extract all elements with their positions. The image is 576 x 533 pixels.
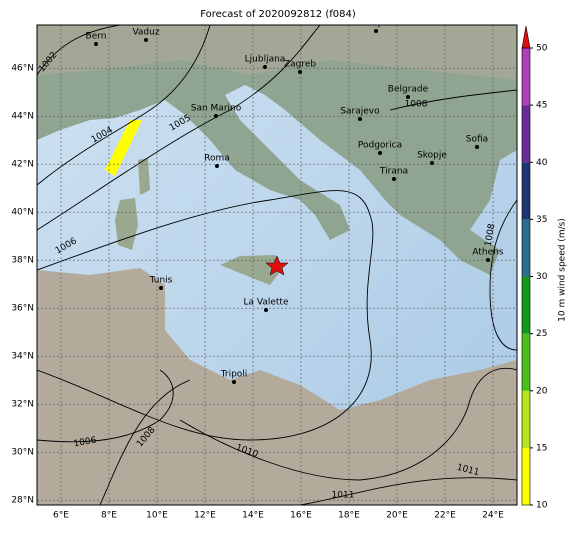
city-dot: [358, 117, 362, 121]
lon-tick-label: 14°E: [242, 511, 264, 521]
city-dot: [298, 70, 302, 74]
title: Forecast of 2020092812 (f084): [200, 9, 356, 20]
lat-tick-label: 42°N: [11, 160, 34, 170]
colorbar-extend: [521, 25, 531, 49]
colorbar-segment: [522, 48, 530, 106]
event-star: [265, 255, 289, 276]
colorbar-tick-label: 45: [536, 101, 547, 111]
lon-tick-label: 18°E: [338, 511, 360, 521]
city-label: Athens: [472, 248, 503, 258]
city-dot: [94, 42, 98, 46]
colorbar-tick-label: 35: [536, 215, 547, 225]
colorbar-tick-label: 40: [536, 158, 548, 168]
colorbar-segment: [522, 276, 530, 334]
city-label: Bern: [86, 32, 107, 42]
isobar-label: 1008: [405, 100, 428, 110]
colorbar-tick-label: 30: [536, 272, 548, 282]
gridlines: [37, 25, 517, 505]
city-label: San Marino: [191, 104, 242, 114]
city-label: Podgorica: [358, 141, 402, 151]
axes: 6°E 8°E 10°E 12°E 14°E 16°E 18°E 20°E 22°E 24°E 28…: [11, 64, 504, 521]
lat-tick-label: 34°N: [11, 352, 34, 362]
colorbar-segment: [522, 162, 530, 220]
colorbar-tick-label: 20: [536, 386, 548, 396]
city-label: Budapest: [355, 19, 398, 29]
city-dot: [215, 164, 219, 168]
city-dot: [374, 29, 378, 33]
colorbar: 10 15 20 25 30 35 40 45 50 10 m wind speed (m/s): [521, 25, 568, 511]
city-dot: [486, 258, 490, 262]
city-dot: [378, 151, 382, 155]
city-label: Ljubljana: [245, 55, 286, 65]
lon-tick-label: 10°E: [146, 511, 168, 521]
city-dot: [263, 65, 267, 69]
lat-tick-label: 30°N: [11, 448, 34, 458]
city-dot: [392, 177, 396, 181]
lon-tick-label: 16°E: [290, 511, 312, 521]
lat-tick-label: 28°N: [11, 496, 34, 506]
isobar-label: 1008: [484, 223, 498, 248]
corsica: [138, 158, 150, 195]
map-frame: [36, 24, 518, 506]
city-label: Sarajevo: [340, 107, 380, 117]
colorbar-segment: [522, 447, 530, 505]
city-dot: [159, 286, 163, 290]
city-dot: [406, 95, 410, 99]
lat-tick-label: 40°N: [11, 208, 34, 218]
colorbar-label: 10 m wind speed (m/s): [558, 218, 568, 322]
city-label: Tripoli: [220, 370, 248, 380]
lon-tick-label: 12°E: [194, 511, 216, 521]
lon-tick-label: 22°E: [434, 511, 456, 521]
lon-tick-label: 8°E: [101, 511, 117, 521]
city-label: Tunis: [149, 276, 173, 286]
lat-tick-label: 32°N: [11, 400, 34, 410]
city-label: Skopje: [417, 151, 447, 161]
city-dot: [144, 38, 148, 42]
lon-tick-label: 24°E: [482, 511, 504, 521]
colorbar-tick-label: 15: [536, 443, 547, 453]
city-dot: [264, 308, 268, 312]
land-north: [37, 25, 517, 275]
lon-tick-label: 20°E: [386, 511, 408, 521]
lat-tick-label: 46°N: [11, 64, 34, 74]
sardinia: [115, 198, 138, 250]
city-label: Vaduz: [132, 28, 159, 38]
wind-patch: [105, 120, 142, 176]
city-dot: [232, 380, 236, 384]
colorbar-segment: [522, 219, 530, 277]
colorbar-segment: [522, 390, 530, 448]
lon-tick-label: 6°E: [53, 511, 69, 521]
city-label: Roma: [204, 154, 230, 164]
lat-tick-label: 36°N: [11, 304, 34, 314]
city-dot: [214, 114, 218, 118]
isobar-label: 1011: [332, 491, 355, 501]
sicily: [220, 255, 283, 285]
city-dot: [430, 161, 434, 165]
colorbar-tick-label: 50: [536, 44, 548, 54]
colorbar-tick-label: 25: [536, 329, 547, 339]
lat-tick-label: 38°N: [11, 256, 34, 266]
city-label: Belgrade: [388, 85, 429, 95]
isobar-label: 1006: [73, 436, 98, 450]
lat-tick-label: 44°N: [11, 112, 34, 122]
city-dot: [475, 145, 479, 149]
isobars: [37, 25, 517, 505]
city-label: Zagreb: [284, 60, 316, 70]
city-label: Sofia: [466, 135, 488, 145]
colorbar-tick-label: 10: [536, 501, 548, 511]
colorbar-segment: [522, 333, 530, 391]
colorbar-segment: [522, 105, 530, 163]
city-label: Tirana: [379, 167, 408, 177]
city-label: La Valette: [244, 298, 289, 308]
